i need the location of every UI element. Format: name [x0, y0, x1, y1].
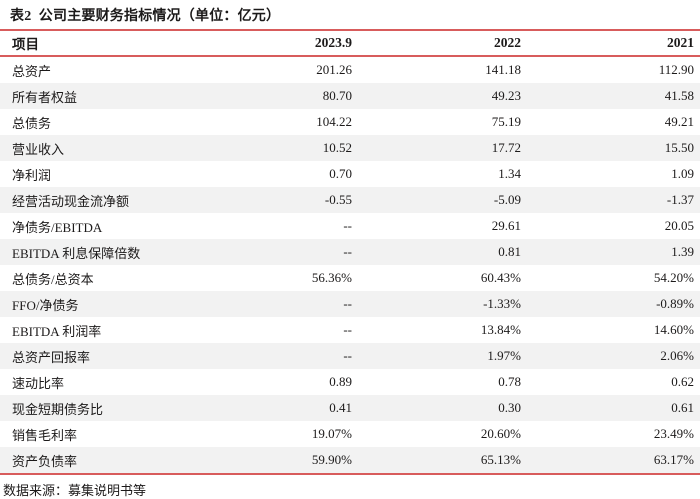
row-label: 所有者权益 — [12, 89, 78, 105]
table-body: 总资产 201.26 141.18 112.90 所有者权益 80.70 49.23 41.5… — [0, 56, 700, 474]
row-value: 13.84% — [480, 322, 521, 337]
data-source-note: 数据来源：募集说明书等 — [3, 483, 147, 498]
table-row: 总资产 201.26 141.18 112.90 — [0, 56, 700, 83]
row-value: 0.30 — [498, 400, 521, 415]
table-title: 表2 公司主要财务指标情况（单位：亿元） — [0, 0, 700, 31]
row-label: EBITDA 利息保障倍数 — [12, 245, 141, 261]
row-value: -- — [343, 322, 352, 337]
header-row: 项目 2023.9 2022 2021 — [0, 31, 700, 57]
row-value: -- — [343, 296, 352, 311]
row-label: 总债务 — [12, 115, 52, 131]
row-value: 65.13% — [480, 452, 521, 467]
row-value: 112.90 — [658, 62, 694, 77]
row-value: 0.61 — [671, 400, 694, 415]
table-row: 现金短期债务比 0.41 0.30 0.61 — [0, 395, 700, 421]
row-label: 销售毛利率 — [12, 427, 78, 443]
table-row: 净利润 0.70 1.34 1.09 — [0, 161, 700, 187]
table-row: 速动比率 0.89 0.78 0.62 — [0, 369, 700, 395]
table-row: 营业收入 10.52 17.72 15.50 — [0, 135, 700, 161]
row-value: 20.05 — [664, 218, 694, 233]
row-value: 0.41 — [329, 400, 352, 415]
row-value: 59.90% — [311, 452, 352, 467]
row-value: 0.89 — [329, 374, 352, 389]
table-row: 总债务/总资本 56.36% 60.43% 54.20% — [0, 265, 700, 291]
row-label: 资产负债率 — [12, 453, 78, 469]
row-label: EBITDA 利润率 — [12, 323, 102, 339]
row-value: 75.19 — [491, 114, 521, 129]
row-value: 60.43% — [480, 270, 521, 285]
table-row: 总债务 104.22 75.19 49.21 — [0, 109, 700, 135]
table-row: 经营活动现金流净额 -0.55 -5.09 -1.37 — [0, 187, 700, 213]
row-value: 54.20% — [653, 270, 694, 285]
row-label: 营业收入 — [12, 141, 65, 157]
row-value: 141.18 — [485, 62, 521, 77]
table-row: EBITDA 利润率 -- 13.84% 14.60% — [0, 317, 700, 343]
row-value: -0.55 — [324, 192, 352, 207]
row-value: 1.34 — [498, 166, 521, 181]
row-value: 1.39 — [671, 244, 694, 259]
row-value: 104.22 — [316, 114, 352, 129]
row-value: 41.58 — [664, 88, 694, 103]
row-value: 17.72 — [491, 140, 521, 155]
row-label: 速动比率 — [12, 375, 65, 391]
row-value: 0.81 — [498, 244, 521, 259]
row-label: 经营活动现金流净额 — [12, 193, 130, 209]
row-value: 2.06% — [660, 348, 694, 363]
row-label: FFO/净债务 — [12, 297, 79, 313]
row-value: 56.36% — [311, 270, 352, 285]
row-value: 0.70 — [329, 166, 352, 181]
row-value: -1.33% — [483, 296, 521, 311]
row-label: 总资产回报率 — [12, 349, 91, 365]
row-value: 15.50 — [664, 140, 694, 155]
table-row: FFO/净债务 -- -1.33% -0.89% — [0, 291, 700, 317]
table-row: 总资产回报率 -- 1.97% 2.06% — [0, 343, 700, 369]
row-value: 63.17% — [653, 452, 694, 467]
row-value: 29.61 — [491, 218, 521, 233]
row-label: 净债务/EBITDA — [12, 219, 103, 235]
row-value: 49.23 — [491, 88, 521, 103]
header-period-2023-9: 2023.9 — [226, 31, 352, 57]
row-label: 总债务/总资本 — [12, 271, 94, 287]
header-period-2022: 2022 — [352, 31, 521, 57]
row-value: -- — [343, 244, 352, 259]
financial-indicators-table: 项目 2023.9 2022 2021 总资产 201.26 141.18 112.9… — [0, 31, 700, 475]
row-value: -- — [343, 348, 352, 363]
row-value: 1.09 — [671, 166, 694, 181]
header-item-column: 项目 — [0, 31, 226, 57]
row-value: 1.97% — [487, 348, 521, 363]
row-value: -1.37 — [666, 192, 694, 207]
row-value: 0.78 — [498, 374, 521, 389]
table-row: 资产负债率 59.90% 65.13% 63.17% — [0, 447, 700, 474]
row-value: 19.07% — [311, 426, 352, 441]
row-value: 80.70 — [322, 88, 352, 103]
row-value: 10.52 — [322, 140, 352, 155]
row-value: -0.89% — [656, 296, 694, 311]
row-label: 总资产 — [12, 63, 52, 79]
row-value: 0.62 — [671, 374, 694, 389]
header-period-2021: 2021 — [521, 31, 700, 57]
row-label: 现金短期债务比 — [12, 401, 104, 417]
table-row: 所有者权益 80.70 49.23 41.58 — [0, 83, 700, 109]
row-value: -5.09 — [493, 192, 521, 207]
row-value: 49.21 — [664, 114, 694, 129]
table-row: EBITDA 利息保障倍数 -- 0.81 1.39 — [0, 239, 700, 265]
row-value: 201.26 — [316, 62, 352, 77]
table-row: 销售毛利率 19.07% 20.60% 23.49% — [0, 421, 700, 447]
row-value: 23.49% — [653, 426, 694, 441]
row-value: 20.60% — [480, 426, 521, 441]
row-label: 净利润 — [12, 167, 52, 183]
table-row: 净债务/EBITDA -- 29.61 20.05 — [0, 213, 700, 239]
row-value: 14.60% — [653, 322, 694, 337]
row-value: -- — [343, 218, 352, 233]
